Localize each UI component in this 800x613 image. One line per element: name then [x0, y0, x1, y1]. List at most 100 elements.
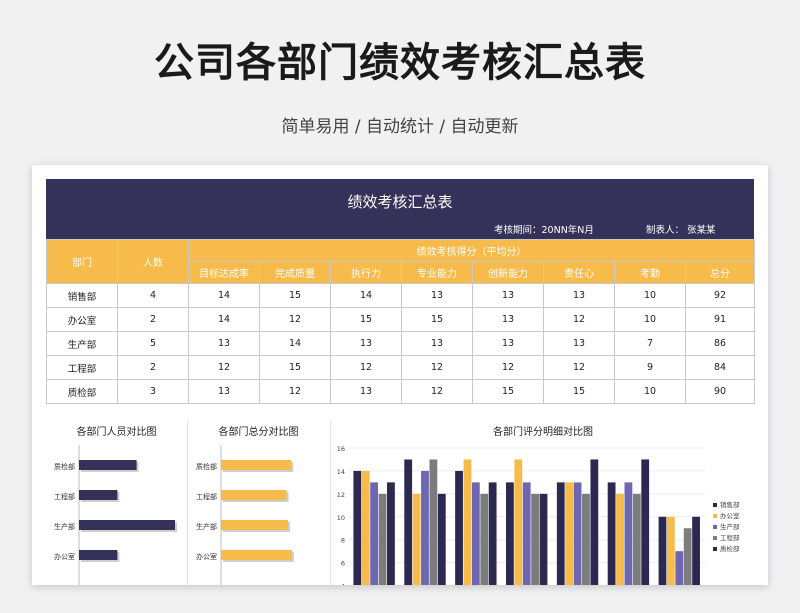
table-row: 生产部 5 13 14 13 13 13 13 7 86 [46, 331, 755, 356]
score-table: 部门 人数 绩效考核得分（平均分） 目标达成率 完成质量 执行力 专业能力 创新能力 责任… [46, 239, 755, 404]
detail-ytick: 8 [341, 537, 345, 545]
chart-detail-title: 各部门评分明细对比图 [493, 427, 593, 438]
cell-score: 13 [472, 283, 544, 308]
legend-swatch [713, 525, 717, 529]
header-dept: 部门 [46, 239, 118, 284]
cell-score: 12 [543, 355, 615, 380]
detail-bar [353, 470, 362, 585]
cell-dept: 办公室 [46, 307, 118, 332]
table-row: 工程部 2 12 15 12 12 12 12 9 84 [46, 355, 755, 380]
detail-bar [514, 459, 523, 585]
cell-dept: 销售部 [46, 283, 118, 308]
cell-score: 15 [543, 379, 615, 404]
cell-score: 13 [472, 331, 544, 356]
cell-score: 14 [188, 307, 260, 332]
header-sub: 专业能力 [401, 261, 473, 284]
detail-bar [480, 493, 489, 585]
cell-score: 15 [259, 355, 331, 380]
total-bar [221, 460, 292, 470]
total-bar [221, 520, 289, 530]
chart-total: 各部门总分对比图 质检部工程部生产部办公室 [187, 421, 329, 585]
detail-bar [675, 551, 684, 585]
total-bar [221, 550, 292, 560]
page-subtitle: 简单易用 / 自动统计 / 自动更新 [281, 117, 519, 137]
detail-bar [531, 493, 539, 585]
cell-count: 3 [117, 379, 189, 404]
detail-bar [658, 516, 667, 585]
detail-ytick: 6 [341, 560, 345, 568]
cell-score: 12 [188, 355, 260, 380]
cell-count: 2 [117, 355, 189, 380]
detail-bar [632, 493, 641, 585]
cell-score: 12 [401, 379, 473, 404]
total-label: 办公室 [196, 552, 217, 561]
table-row: 办公室 2 14 12 15 15 13 12 10 91 [46, 307, 755, 332]
cell-score: 92 [685, 283, 755, 308]
header-sub: 总分 [685, 261, 755, 284]
sheet-title: 绩效考核汇总表 [347, 193, 453, 211]
detail-bar [387, 482, 395, 585]
detail-bar [378, 493, 387, 585]
detail-bar [455, 470, 463, 585]
chart-total-title: 各部门总分对比图 [218, 427, 299, 438]
legend-swatch [713, 536, 717, 540]
total-label: 工程部 [196, 492, 217, 501]
headcount-bar [79, 460, 137, 470]
cell-score: 10 [614, 379, 686, 404]
headcount-bar [79, 550, 118, 560]
page-title: 公司各部门绩效考核汇总表 [154, 40, 646, 86]
cell-score: 13 [330, 331, 402, 356]
cell-score: 7 [614, 331, 686, 356]
sheet-preview: 绩效考核汇总表 考核期间：20NN年N月 制表人： 张某某 部门 人数 绩效考核… [32, 165, 768, 585]
legend-label: 工程部 [720, 533, 740, 542]
cell-score: 12 [472, 355, 544, 380]
detail-ytick: 4 [341, 583, 345, 585]
cell-score: 12 [401, 355, 473, 380]
cell-score: 12 [259, 307, 331, 332]
headcount-label: 办公室 [54, 552, 75, 561]
cell-score: 90 [685, 379, 755, 404]
detail-bar [539, 493, 548, 585]
detail-bar [404, 459, 413, 585]
cell-score: 12 [543, 307, 615, 332]
cell-score: 91 [685, 307, 755, 332]
cell-score: 14 [188, 283, 260, 308]
cell-count: 2 [117, 307, 189, 332]
cell-score: 14 [259, 331, 331, 356]
cell-dept: 工程部 [46, 355, 118, 380]
detail-bar [573, 482, 582, 585]
cell-score: 13 [401, 283, 473, 308]
cell-score: 13 [543, 331, 615, 356]
table-row: 销售部 4 14 15 14 13 13 13 10 92 [46, 283, 755, 308]
detail-ytick: 10 [337, 514, 345, 522]
detail-bar [421, 470, 429, 585]
detail-bar [506, 482, 514, 585]
detail-bar [582, 493, 590, 585]
cell-score: 13 [472, 307, 544, 332]
detail-bar [370, 482, 379, 585]
legend-label: 质检部 [720, 544, 740, 553]
cell-score: 13 [188, 331, 260, 356]
total-bar [221, 490, 287, 500]
total-label: 质检部 [196, 462, 217, 471]
legend-label: 销售部 [720, 500, 740, 509]
detail-bar [692, 516, 700, 585]
total-label: 生产部 [196, 522, 217, 531]
detail-ytick: 14 [337, 468, 345, 476]
cell-score: 86 [685, 331, 755, 356]
cell-score: 15 [401, 307, 473, 332]
detail-ytick: 16 [337, 445, 345, 453]
legend-swatch [713, 503, 717, 507]
detail-bar [624, 482, 633, 585]
legend-label: 办公室 [720, 511, 740, 520]
detail-bar [471, 482, 480, 585]
cell-score: 15 [330, 307, 402, 332]
cell-score: 12 [330, 355, 402, 380]
detail-bar [641, 459, 650, 585]
detail-bar [437, 493, 446, 585]
detail-bar [429, 459, 438, 585]
detail-bar [616, 493, 624, 585]
headcount-bar [79, 490, 118, 500]
cell-score: 15 [472, 379, 544, 404]
